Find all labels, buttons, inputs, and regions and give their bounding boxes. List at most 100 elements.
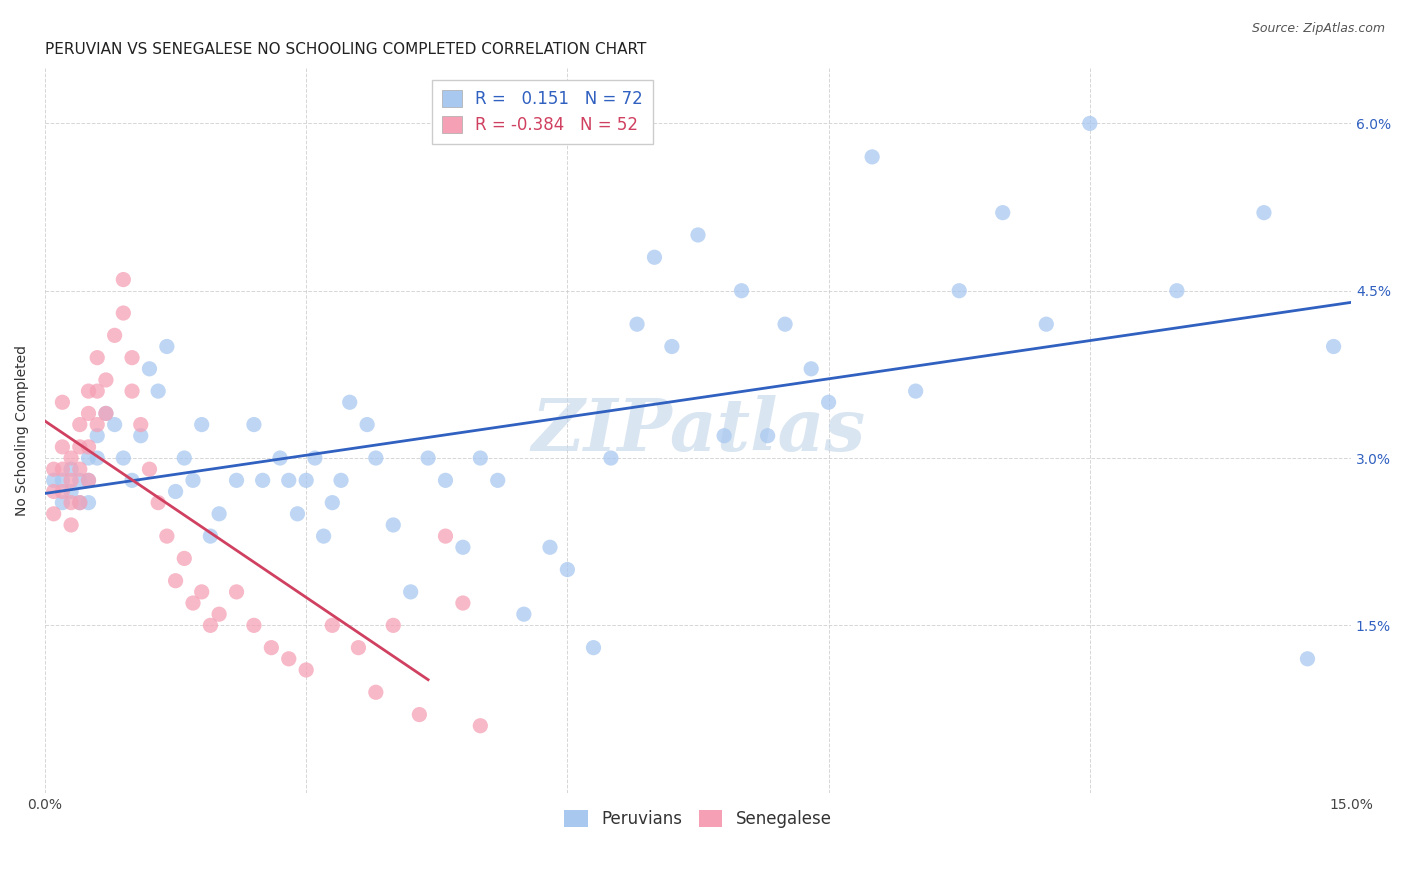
- Point: [904, 384, 927, 398]
- Point: [225, 474, 247, 488]
- Point: [295, 663, 318, 677]
- Point: [42, 507, 65, 521]
- Point: [364, 450, 387, 465]
- Point: [686, 227, 709, 242]
- Legend: Peruvians, Senegalese: Peruvians, Senegalese: [558, 804, 838, 835]
- Point: [60, 462, 83, 476]
- Point: [77, 474, 100, 488]
- Point: [538, 541, 561, 555]
- Point: [77, 474, 100, 488]
- Point: [339, 395, 361, 409]
- Text: Source: ZipAtlas.com: Source: ZipAtlas.com: [1251, 22, 1385, 36]
- Point: [434, 474, 457, 488]
- Point: [129, 428, 152, 442]
- Point: [69, 417, 91, 432]
- Point: [200, 618, 222, 632]
- Point: [470, 719, 492, 733]
- Point: [321, 618, 343, 632]
- Point: [277, 652, 299, 666]
- Point: [312, 529, 335, 543]
- Point: [77, 406, 100, 420]
- Point: [51, 462, 73, 476]
- Point: [260, 640, 283, 655]
- Point: [51, 395, 73, 409]
- Point: [773, 317, 796, 331]
- Point: [69, 462, 91, 476]
- Point: [208, 607, 231, 622]
- Point: [42, 484, 65, 499]
- Point: [451, 596, 474, 610]
- Point: [129, 417, 152, 432]
- Point: [42, 474, 65, 488]
- Point: [756, 428, 779, 442]
- Point: [156, 529, 179, 543]
- Point: [190, 417, 212, 432]
- Point: [112, 306, 135, 320]
- Point: [138, 361, 160, 376]
- Point: [51, 440, 73, 454]
- Point: [713, 428, 735, 442]
- Point: [86, 384, 108, 398]
- Point: [1253, 205, 1275, 219]
- Point: [77, 450, 100, 465]
- Point: [582, 640, 605, 655]
- Point: [165, 574, 187, 588]
- Point: [252, 474, 274, 488]
- Point: [60, 496, 83, 510]
- Point: [51, 496, 73, 510]
- Point: [330, 474, 353, 488]
- Point: [295, 474, 318, 488]
- Point: [287, 507, 309, 521]
- Point: [643, 250, 665, 264]
- Point: [948, 284, 970, 298]
- Point: [60, 474, 83, 488]
- Point: [86, 417, 108, 432]
- Point: [60, 484, 83, 499]
- Point: [104, 328, 127, 343]
- Point: [77, 384, 100, 398]
- Point: [94, 406, 117, 420]
- Point: [1035, 317, 1057, 331]
- Point: [860, 150, 883, 164]
- Point: [1296, 652, 1319, 666]
- Point: [69, 474, 91, 488]
- Point: [146, 496, 169, 510]
- Point: [121, 351, 143, 365]
- Point: [165, 484, 187, 499]
- Point: [243, 417, 266, 432]
- Point: [121, 474, 143, 488]
- Point: [1078, 116, 1101, 130]
- Point: [730, 284, 752, 298]
- Point: [181, 474, 204, 488]
- Point: [146, 384, 169, 398]
- Point: [86, 428, 108, 442]
- Point: [434, 529, 457, 543]
- Point: [173, 450, 195, 465]
- Point: [304, 450, 326, 465]
- Point: [77, 496, 100, 510]
- Point: [208, 507, 231, 521]
- Point: [121, 384, 143, 398]
- Point: [408, 707, 430, 722]
- Point: [626, 317, 648, 331]
- Point: [451, 541, 474, 555]
- Point: [399, 585, 422, 599]
- Point: [486, 474, 509, 488]
- Text: ZIPatlas: ZIPatlas: [531, 394, 865, 466]
- Point: [51, 474, 73, 488]
- Point: [138, 462, 160, 476]
- Point: [173, 551, 195, 566]
- Point: [817, 395, 839, 409]
- Point: [321, 496, 343, 510]
- Point: [69, 496, 91, 510]
- Point: [181, 596, 204, 610]
- Point: [51, 484, 73, 499]
- Point: [347, 640, 370, 655]
- Point: [470, 450, 492, 465]
- Point: [1166, 284, 1188, 298]
- Point: [200, 529, 222, 543]
- Point: [77, 440, 100, 454]
- Y-axis label: No Schooling Completed: No Schooling Completed: [15, 344, 30, 516]
- Point: [269, 450, 291, 465]
- Point: [600, 450, 623, 465]
